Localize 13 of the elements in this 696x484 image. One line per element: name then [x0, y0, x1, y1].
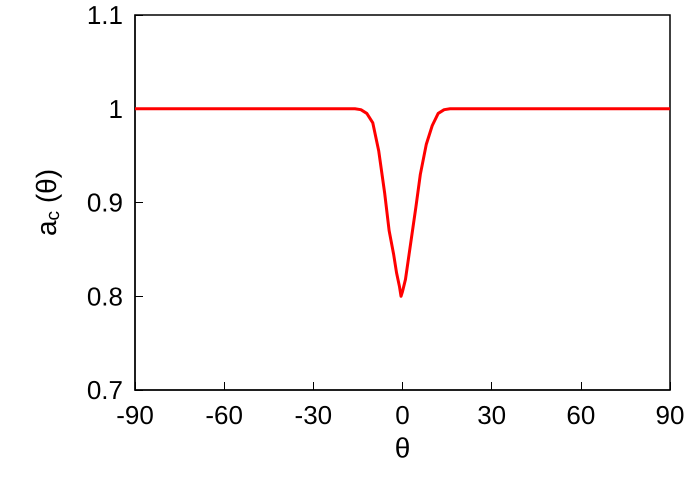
y-tick-label: 0.9: [86, 188, 123, 218]
x-tick-label: 0: [395, 400, 410, 430]
x-tick-label: 30: [477, 400, 506, 430]
y-axis-title: ac (θ): [31, 168, 64, 236]
line-series: [134, 107, 672, 298]
x-tick-label: -60: [205, 400, 243, 430]
x-tick-label: -30: [294, 400, 332, 430]
y-tick-label: 0.8: [86, 281, 123, 312]
y-tick-label: 1.1: [86, 0, 123, 30]
x-axis-title: θ: [394, 432, 410, 464]
y-tick-label: 1: [108, 94, 123, 124]
x-tick-label: 60: [566, 400, 596, 430]
x-tick-label: 90: [656, 400, 684, 430]
